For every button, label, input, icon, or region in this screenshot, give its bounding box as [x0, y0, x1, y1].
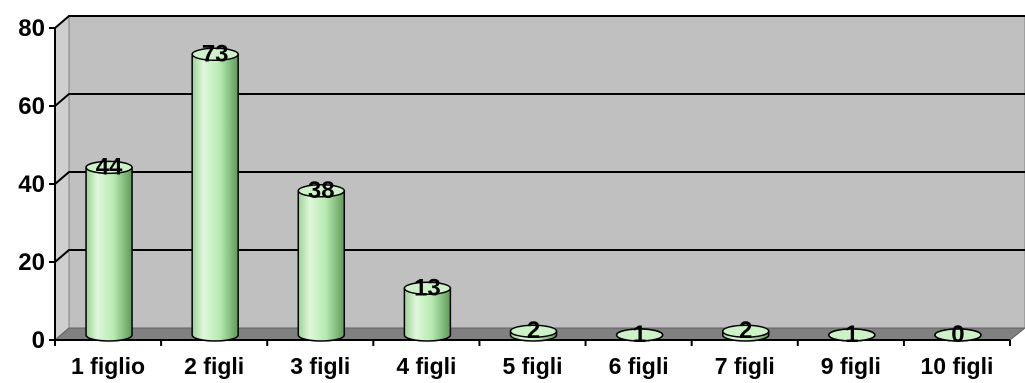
- bar-top: [191, 47, 239, 62]
- bar: [934, 328, 982, 342]
- bar-body: [191, 53, 239, 342]
- y-tick-label: 60: [18, 93, 45, 120]
- y-tick-label: 0: [32, 327, 45, 354]
- gridline: [54, 15, 1025, 29]
- x-tick-label: 4 figli: [396, 353, 456, 379]
- bar: [85, 160, 133, 342]
- bars: [85, 47, 982, 342]
- data-label: 2: [739, 317, 752, 344]
- data-label: 13: [414, 274, 441, 301]
- bar-body: [403, 287, 452, 342]
- gridline: [54, 171, 1025, 185]
- y-tick-label: 40: [18, 171, 45, 198]
- bar-top: [721, 324, 770, 338]
- data-label: 73: [202, 40, 229, 67]
- data-label: 1: [845, 321, 858, 348]
- bar: [403, 281, 452, 342]
- bar: [721, 324, 770, 342]
- bar-top: [85, 160, 133, 175]
- bar-top: [615, 328, 664, 342]
- x-tick-label: 9 figli: [821, 353, 881, 379]
- bar-top: [297, 184, 346, 198]
- data-label: 38: [308, 177, 335, 204]
- bar-body: [297, 190, 346, 342]
- x-tick-label: 1 figlio: [71, 353, 145, 379]
- x-tick-label: 5 figli: [502, 353, 562, 379]
- x-tick-label: 2 figli: [184, 353, 244, 379]
- bar: [615, 328, 664, 342]
- bar-top: [509, 324, 558, 338]
- x-tick-label: 3 figli: [290, 353, 350, 379]
- bar: [828, 328, 876, 342]
- x-tick-labels: 1 figlio 2 figli 3 figli 4 figli 5 figli 6 fi…: [71, 353, 993, 379]
- x-tick-label: 6 figli: [609, 353, 669, 379]
- y-tick-labels: 0 20 40 60 80: [18, 15, 45, 354]
- y-tick-label: 20: [18, 249, 45, 276]
- data-label: 1: [633, 321, 646, 348]
- bar-body: [85, 166, 133, 342]
- gridline: [54, 93, 1025, 107]
- bar-top: [828, 328, 876, 342]
- bar: [509, 324, 558, 342]
- data-label: 2: [527, 317, 540, 344]
- data-label: 44: [96, 153, 123, 180]
- bar: [191, 47, 239, 342]
- bar: [297, 184, 346, 342]
- gridline: [54, 249, 1025, 263]
- data-label: 0: [951, 321, 964, 348]
- bar-top: [934, 328, 982, 342]
- data-labels: 44 73 38 13 2 1 2 1 0: [96, 40, 965, 348]
- gridlines: [54, 15, 1025, 263]
- x-tick-label: 10 figli: [921, 353, 994, 379]
- bar-top: [403, 281, 452, 296]
- y-tick-label: 80: [18, 15, 45, 42]
- x-tick-label: 7 figli: [715, 353, 775, 379]
